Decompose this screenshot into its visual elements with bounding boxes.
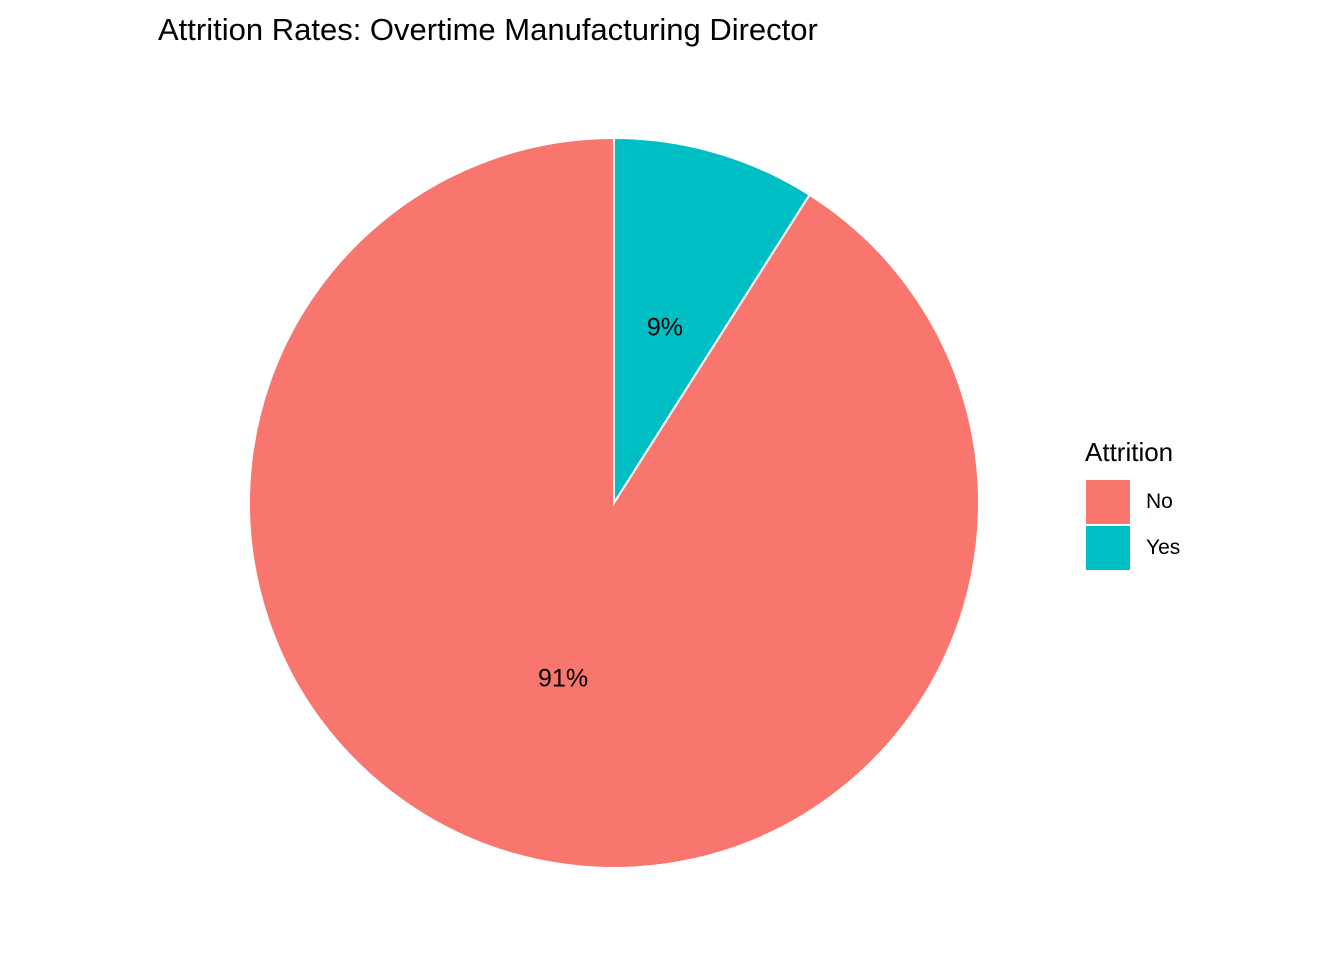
legend-item-yes: Yes bbox=[1085, 525, 1180, 571]
pie-slice-yes bbox=[613, 136, 811, 507]
legend-label-yes: Yes bbox=[1146, 536, 1181, 559]
legend-key-yes bbox=[1086, 526, 1130, 570]
legend-key-no bbox=[1086, 480, 1130, 524]
legend-title: Attrition bbox=[1085, 437, 1174, 467]
pie-labels: 9% 91% bbox=[538, 314, 683, 693]
legend: Attrition No Yes bbox=[1085, 434, 1180, 571]
pie-slices bbox=[248, 136, 980, 869]
slice-label-yes: 9% bbox=[647, 314, 683, 342]
pie-slice-no bbox=[248, 136, 980, 869]
chart-title: Attrition Rates: Overtime Manufacturing … bbox=[158, 12, 818, 47]
slice-label-no: 91% bbox=[538, 664, 588, 692]
legend-label-no: No bbox=[1146, 490, 1173, 513]
legend-item-no: No bbox=[1085, 479, 1180, 525]
